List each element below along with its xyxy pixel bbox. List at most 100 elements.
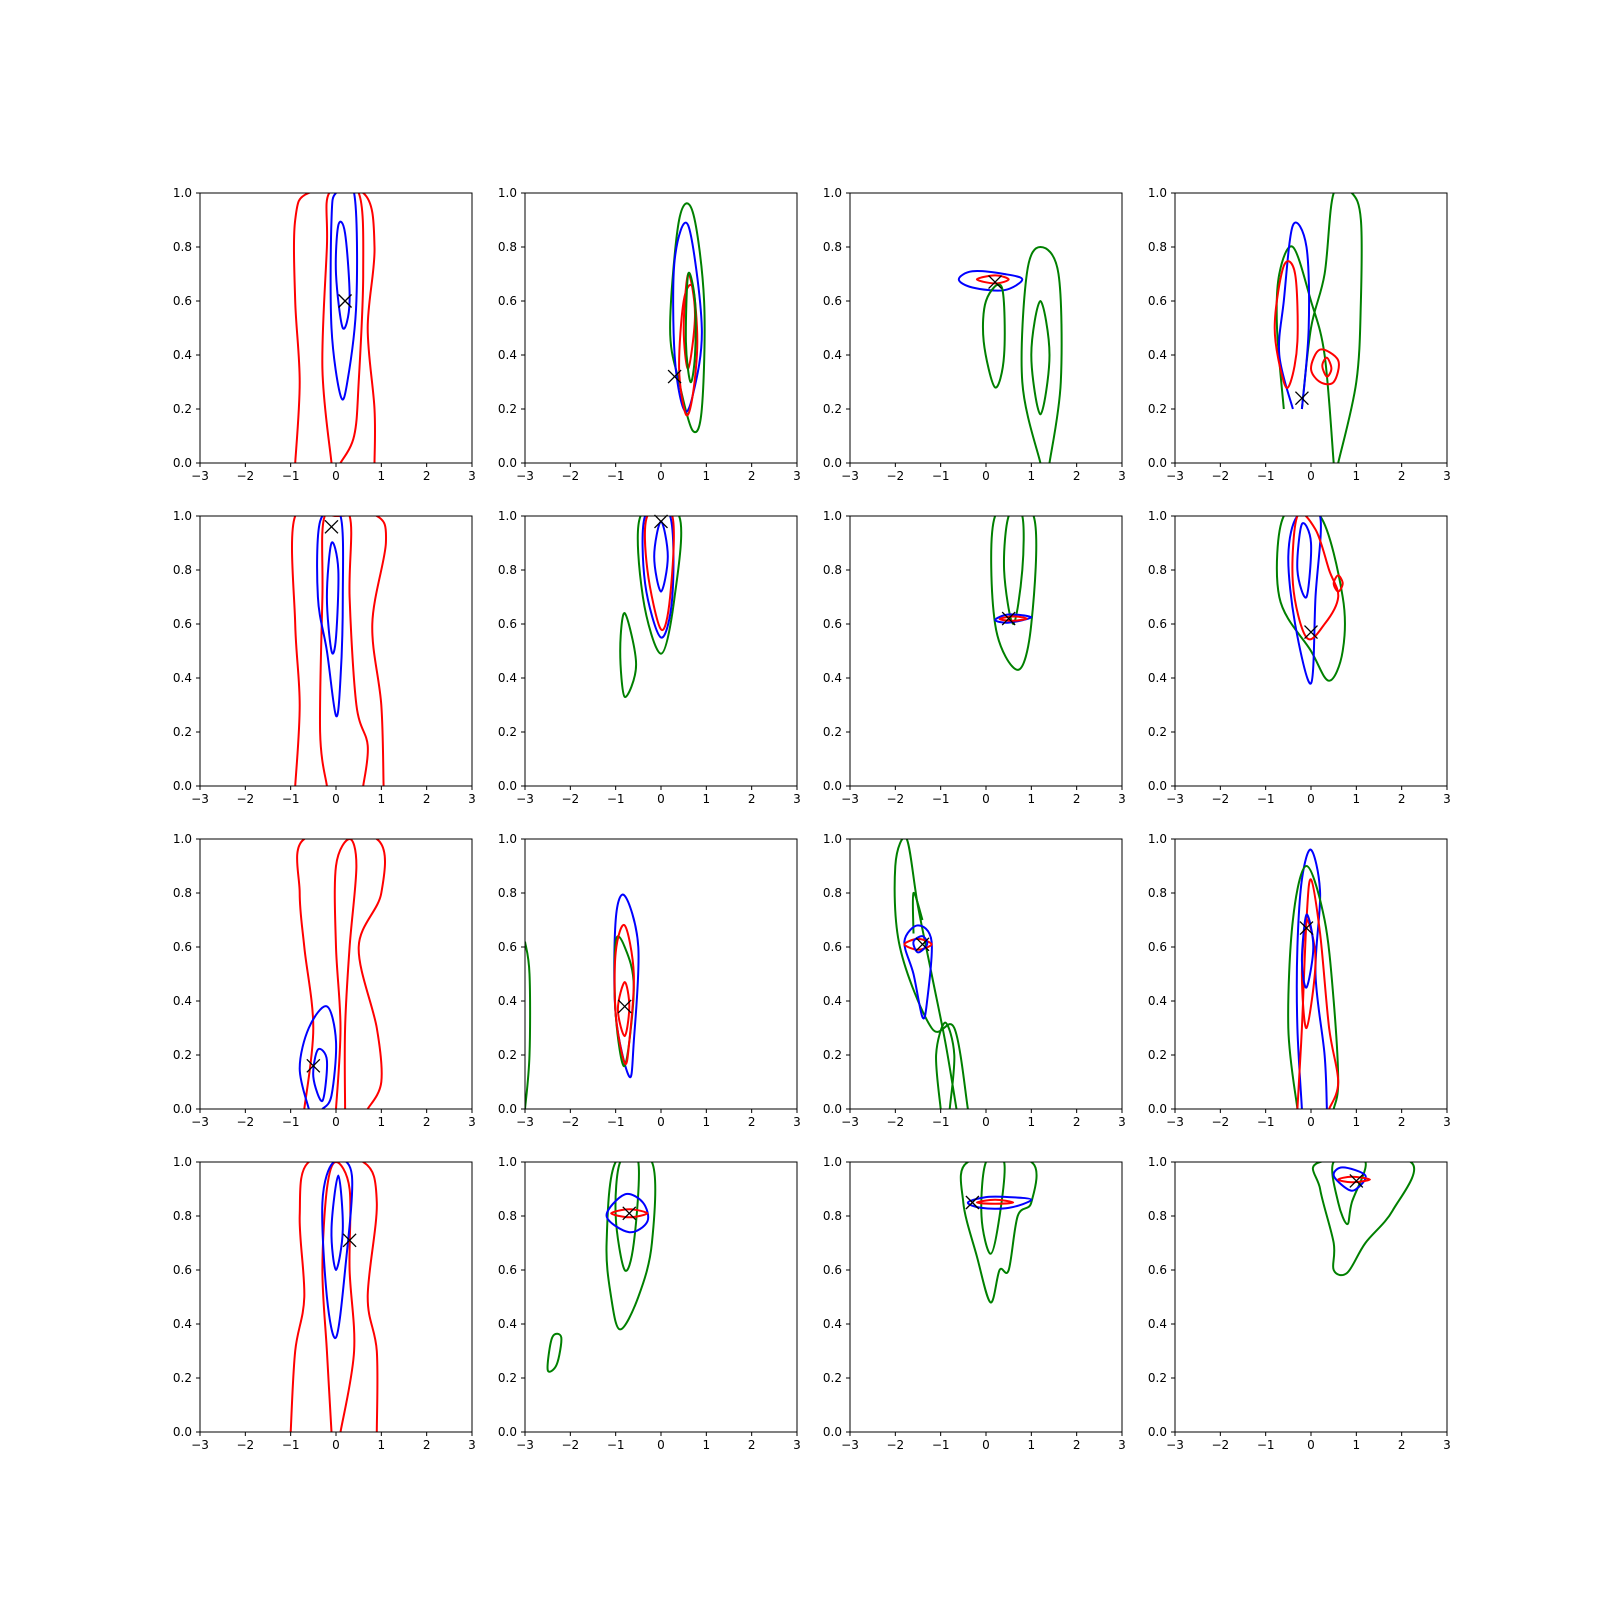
red-contour <box>975 1198 1015 1205</box>
y-tick-label: 0.6 <box>823 940 842 954</box>
x-tick-label: −3 <box>1166 469 1184 483</box>
y-tick-label: 0.2 <box>1148 402 1167 416</box>
axes-frame <box>849 192 1123 464</box>
green-contour <box>1311 1162 1416 1277</box>
y-tick-label: 1.0 <box>823 186 842 200</box>
x-tick-label: −3 <box>841 469 859 483</box>
green-contour <box>981 283 1006 389</box>
x-marker <box>306 1058 321 1073</box>
y-tick-label: 0.2 <box>823 1048 842 1062</box>
x-tick-label: 2 <box>1073 792 1081 806</box>
y-tick-label: 0.2 <box>498 402 517 416</box>
red-contour <box>289 1162 379 1432</box>
y-tick-label: 0.4 <box>1148 994 1167 1008</box>
y-tick-label: 0.2 <box>498 725 517 739</box>
x-tick-label: −1 <box>932 792 950 806</box>
y-tick-label: 0.2 <box>173 1371 192 1385</box>
contour-group <box>990 516 1038 671</box>
y-tick-label: 0.0 <box>823 1425 842 1439</box>
x-tick-label: 0 <box>332 1115 340 1129</box>
y-tick-label: 0.6 <box>173 940 192 954</box>
panel-8: −3 −2 −1 0 1 2 3 0.0 0.2 0.4 0.6 0.8 1.0 <box>1148 509 1451 806</box>
x-tick-label: −1 <box>1257 792 1275 806</box>
green-contour <box>605 1162 657 1331</box>
x-tick-label: −1 <box>1257 469 1275 483</box>
blue-contour <box>1332 1166 1367 1192</box>
blue-contour <box>653 520 669 593</box>
blue-contour <box>994 613 1033 624</box>
x-tick-label: −3 <box>191 1115 209 1129</box>
y-tick-label: 0.4 <box>498 348 517 362</box>
y-tick-label: 0.6 <box>823 294 842 308</box>
contour-group <box>296 839 387 1109</box>
red-contour <box>321 193 365 463</box>
x-tick-label: −1 <box>607 792 625 806</box>
x-tick-label: −3 <box>516 1115 534 1129</box>
red-contour <box>616 981 631 1038</box>
y-tick-label: 1.0 <box>1148 1155 1167 1169</box>
panel-1: −3 −2 −1 0 1 2 3 0.0 0.2 0.4 0.6 0.8 1.0 <box>173 186 476 483</box>
green-contour <box>613 935 635 1067</box>
x-tick-label: 1 <box>1028 792 1036 806</box>
contour-group <box>959 1162 1038 1304</box>
x-tick-label: −2 <box>561 792 579 806</box>
x-tick-label: 0 <box>332 469 340 483</box>
x-marker <box>1294 391 1309 406</box>
y-tick-label: 0.4 <box>823 1317 842 1331</box>
x-marker <box>1299 921 1314 936</box>
x-marker <box>622 1206 637 1221</box>
panel-9: −3 −2 −1 0 1 2 3 0.0 0.2 0.4 0.6 0.8 1.0 <box>173 832 476 1129</box>
green-contour <box>619 612 638 698</box>
y-tick-label: 0.6 <box>1148 940 1167 954</box>
y-tick-label: 0.0 <box>1148 1102 1167 1116</box>
contour-group <box>546 1162 657 1373</box>
x-tick-label: −3 <box>516 792 534 806</box>
x-tick-label: 3 <box>468 1438 476 1452</box>
y-tick-label: 0.0 <box>498 1425 517 1439</box>
green-contour <box>1030 299 1051 416</box>
y-tick-label: 0.2 <box>1148 1371 1167 1385</box>
blue-contour <box>330 1174 344 1272</box>
blue-contour <box>1295 848 1328 1109</box>
y-tick-label: 1.0 <box>498 509 517 523</box>
panel-14: −3 −2 −1 0 1 2 3 0.0 0.2 0.4 0.6 0.8 1.0 <box>498 1155 801 1452</box>
x-tick-label: 3 <box>1118 1115 1126 1129</box>
x-marker-stroke <box>1001 611 1016 626</box>
axes-frame <box>1174 1161 1448 1433</box>
y-tick-label: 0.0 <box>173 1102 192 1116</box>
y-tick-label: 0.2 <box>823 725 842 739</box>
red-contour <box>292 193 377 463</box>
x-tick-label: 3 <box>793 1438 801 1452</box>
x-tick-label: 0 <box>1307 1438 1315 1452</box>
x-marker-stroke <box>965 1195 980 1210</box>
x-marker-stroke <box>324 519 339 534</box>
y-tick-label: 0.0 <box>1148 1425 1167 1439</box>
blue-contour <box>316 516 345 718</box>
y-tick-label: 0.0 <box>823 779 842 793</box>
x-tick-label: 3 <box>1118 1438 1126 1452</box>
green-contour <box>959 1162 1038 1304</box>
x-tick-label: 2 <box>748 792 756 806</box>
blue-contour <box>605 1192 650 1234</box>
x-tick-label: −2 <box>1211 1115 1229 1129</box>
y-tick-label: 0.4 <box>173 348 192 362</box>
x-tick-label: −2 <box>561 1438 579 1452</box>
x-tick-label: 3 <box>1443 1438 1451 1452</box>
x-marker-stroke <box>306 1058 321 1073</box>
y-tick-label: 1.0 <box>173 1155 192 1169</box>
x-tick-label: 0 <box>1307 1115 1315 1129</box>
contour-group <box>1311 1162 1416 1277</box>
green-contour <box>990 516 1038 671</box>
panel-3: −3 −2 −1 0 1 2 3 0.0 0.2 0.4 0.6 0.8 1.0 <box>823 186 1126 483</box>
x-tick-label: 2 <box>748 1438 756 1452</box>
x-tick-label: 0 <box>982 1115 990 1129</box>
y-tick-label: 0.2 <box>173 402 192 416</box>
x-tick-label: 3 <box>468 1115 476 1129</box>
x-tick-label: −2 <box>236 792 254 806</box>
y-tick-label: 1.0 <box>173 186 192 200</box>
contour-group <box>669 202 706 434</box>
x-marker <box>988 275 1003 290</box>
panel-5: −3 −2 −1 0 1 2 3 0.0 0.2 0.4 0.6 0.8 1.0 <box>173 509 476 806</box>
green-contour <box>1331 1162 1367 1226</box>
